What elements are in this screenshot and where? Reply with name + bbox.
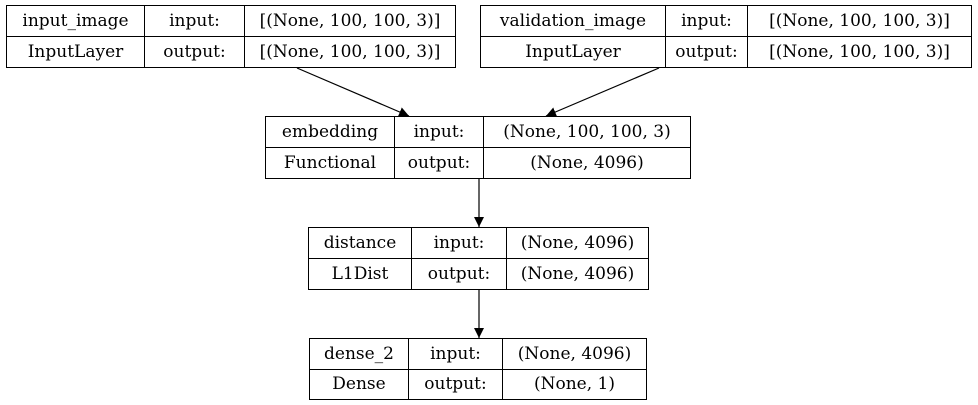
edge-validation-image-to-embedding bbox=[546, 68, 659, 116]
edge-input-image-to-embedding bbox=[297, 68, 409, 116]
